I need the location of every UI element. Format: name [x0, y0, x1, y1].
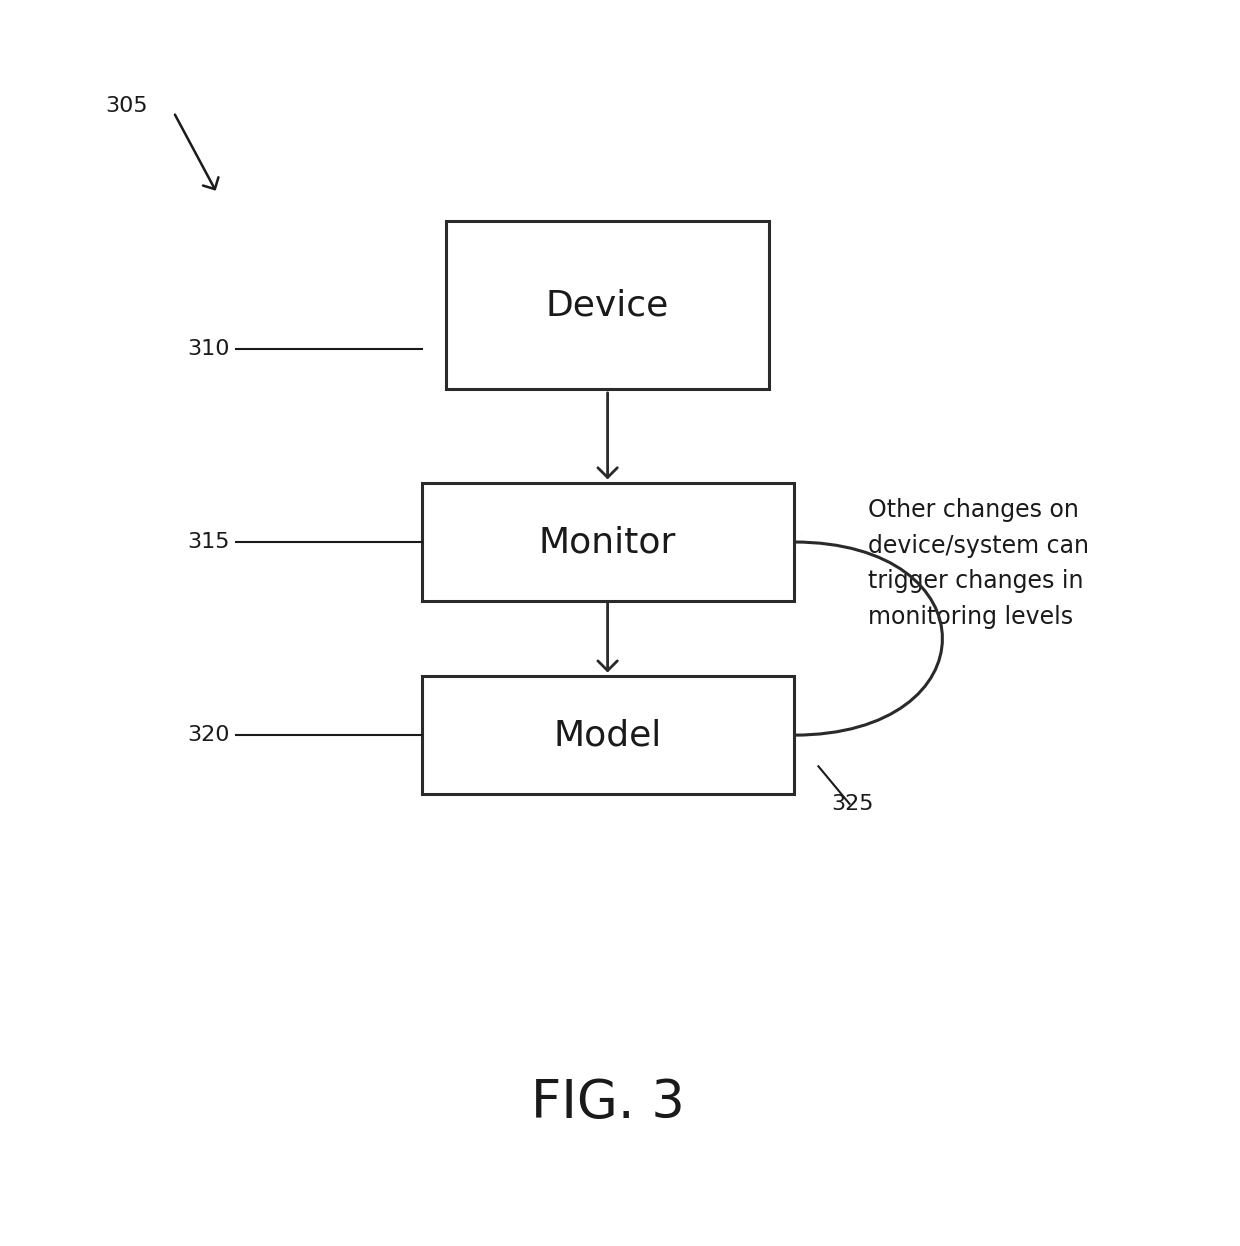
FancyBboxPatch shape [422, 483, 794, 602]
Text: 310: 310 [187, 339, 229, 359]
Text: Device: Device [546, 288, 670, 323]
Text: Monitor: Monitor [539, 525, 676, 559]
Text: 325: 325 [831, 794, 873, 814]
Text: Model: Model [553, 718, 662, 753]
Text: FIG. 3: FIG. 3 [531, 1077, 684, 1129]
Text: 305: 305 [105, 96, 148, 116]
Text: 315: 315 [187, 532, 229, 552]
FancyBboxPatch shape [422, 675, 794, 795]
Text: Other changes on
device/system can
trigger changes in
monitoring levels: Other changes on device/system can trigg… [868, 498, 1089, 628]
FancyBboxPatch shape [446, 222, 769, 389]
Text: 320: 320 [187, 725, 229, 745]
